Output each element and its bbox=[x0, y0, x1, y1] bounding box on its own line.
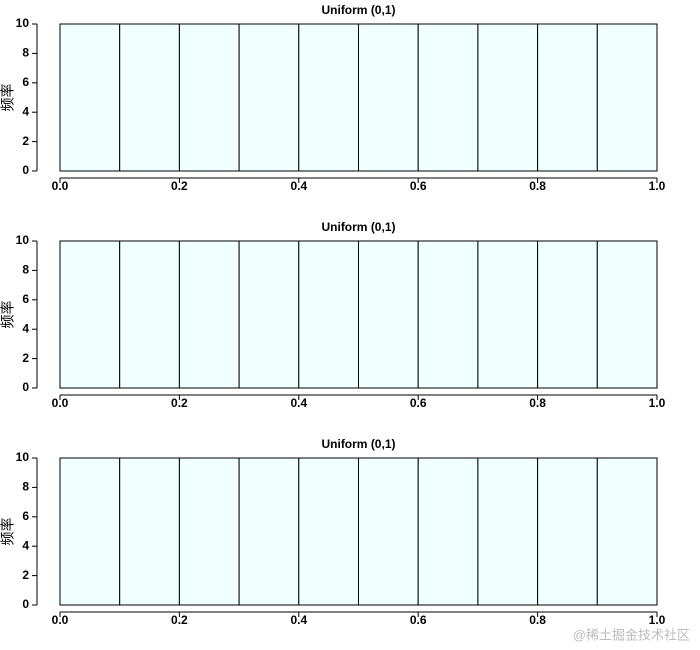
y-tick-label: 8 bbox=[22, 46, 29, 60]
bar bbox=[477, 23, 539, 172]
y-tick-label: 10 bbox=[16, 16, 30, 30]
bar bbox=[298, 457, 359, 606]
y-tick-label: 10 bbox=[16, 450, 30, 464]
bar bbox=[59, 240, 121, 389]
bar bbox=[596, 240, 658, 389]
x-tick-label: 0.2 bbox=[171, 396, 188, 410]
bar bbox=[119, 457, 180, 606]
x-tick-label: 0.0 bbox=[52, 613, 69, 627]
y-tick-label: 4 bbox=[22, 321, 29, 335]
y-tick-label: 0 bbox=[22, 597, 29, 611]
y-tick-label: 0 bbox=[22, 380, 29, 394]
x-tick-label: 0.4 bbox=[290, 613, 307, 627]
x-tick-label: 0.8 bbox=[529, 613, 546, 627]
bar bbox=[537, 240, 598, 389]
chart-title: Uniform (0,1) bbox=[321, 437, 395, 451]
x-tick-label: 0.2 bbox=[171, 613, 188, 627]
chart-title: Uniform (0,1) bbox=[321, 3, 395, 17]
bar bbox=[477, 240, 539, 389]
x-tick-label: 0.4 bbox=[290, 179, 307, 193]
watermark: @稀土掘金技术社区 bbox=[573, 627, 690, 642]
y-tick-label: 2 bbox=[22, 568, 29, 582]
y-tick-label: 2 bbox=[22, 134, 29, 148]
bar bbox=[59, 457, 121, 606]
bar bbox=[417, 457, 479, 606]
bar bbox=[417, 23, 479, 172]
y-tick-label: 8 bbox=[22, 263, 29, 277]
bar bbox=[358, 457, 419, 606]
bar bbox=[596, 23, 658, 172]
x-tick-label: 0.6 bbox=[410, 179, 427, 193]
x-tick-label: 1.0 bbox=[649, 179, 666, 193]
bar bbox=[298, 23, 359, 172]
x-tick-label: 0.8 bbox=[529, 179, 546, 193]
bar bbox=[238, 23, 300, 172]
bar bbox=[358, 240, 419, 389]
y-tick-label: 6 bbox=[22, 292, 29, 306]
y-tick-label: 0 bbox=[22, 163, 29, 177]
x-tick-label: 0.8 bbox=[529, 396, 546, 410]
x-tick-label: 1.0 bbox=[649, 396, 666, 410]
x-tick-label: 0.6 bbox=[410, 613, 427, 627]
bar bbox=[59, 23, 121, 172]
y-tick-label: 10 bbox=[16, 233, 30, 247]
bar bbox=[537, 23, 598, 172]
bar bbox=[238, 240, 300, 389]
bar bbox=[417, 240, 479, 389]
x-tick-label: 1.0 bbox=[649, 613, 666, 627]
bar bbox=[119, 23, 180, 172]
bar bbox=[358, 23, 419, 172]
bar bbox=[477, 457, 539, 606]
y-axis-label: 频率 bbox=[0, 301, 16, 329]
y-tick-label: 2 bbox=[22, 351, 29, 365]
bar bbox=[537, 457, 598, 606]
y-tick-label: 4 bbox=[22, 104, 29, 118]
y-tick-label: 6 bbox=[22, 75, 29, 89]
x-tick-label: 0.0 bbox=[52, 179, 69, 193]
x-tick-label: 0.0 bbox=[52, 396, 69, 410]
x-tick-label: 0.2 bbox=[171, 179, 188, 193]
y-tick-label: 8 bbox=[22, 480, 29, 494]
bar bbox=[298, 240, 359, 389]
bar bbox=[178, 457, 240, 606]
x-tick-label: 0.4 bbox=[290, 396, 307, 410]
y-tick-label: 6 bbox=[22, 509, 29, 523]
bar bbox=[178, 23, 240, 172]
x-tick-label: 0.6 bbox=[410, 396, 427, 410]
bar bbox=[178, 240, 240, 389]
y-axis-label: 频率 bbox=[0, 518, 16, 546]
bar bbox=[238, 457, 300, 606]
y-tick-label: 4 bbox=[22, 538, 29, 552]
bar bbox=[119, 240, 180, 389]
y-axis-label: 频率 bbox=[0, 84, 16, 112]
bar bbox=[596, 457, 658, 606]
chart-title: Uniform (0,1) bbox=[321, 220, 395, 234]
